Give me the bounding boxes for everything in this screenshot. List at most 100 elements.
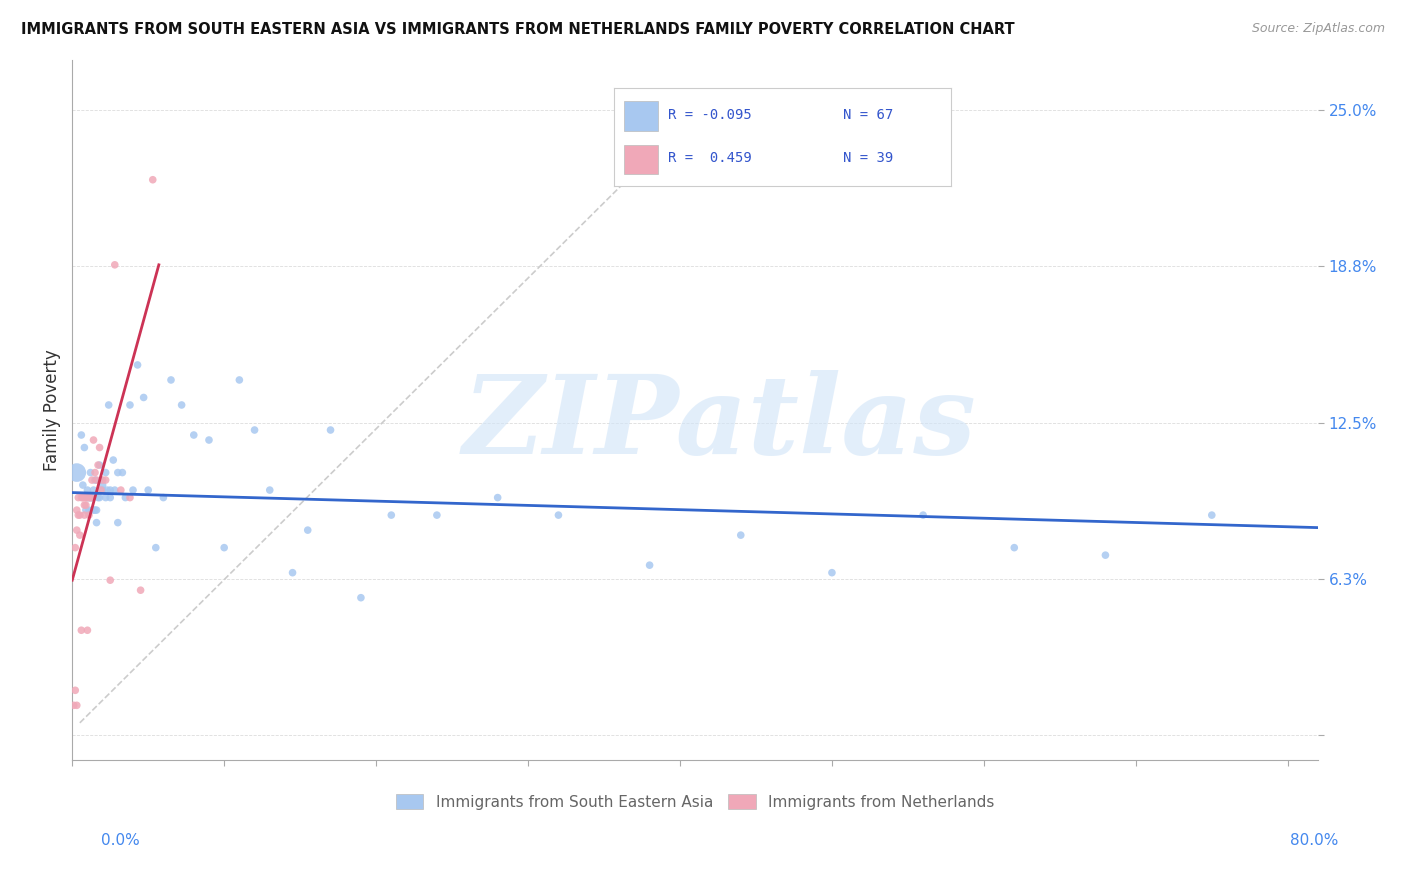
Point xyxy=(84,466,107,480)
Point xyxy=(89,458,111,472)
Point xyxy=(259,483,281,497)
Point xyxy=(86,503,108,517)
Point xyxy=(547,508,569,522)
Point xyxy=(94,473,117,487)
Point xyxy=(90,473,112,487)
Text: 80.0%: 80.0% xyxy=(1291,833,1339,847)
Point xyxy=(350,591,373,605)
Point xyxy=(66,523,89,537)
Point xyxy=(170,398,193,412)
Point xyxy=(98,483,121,497)
Point xyxy=(152,491,174,505)
Point xyxy=(76,491,98,505)
Point xyxy=(75,498,97,512)
Point xyxy=(77,503,100,517)
Point xyxy=(160,373,183,387)
Point xyxy=(72,478,94,492)
Point xyxy=(107,516,129,530)
Point xyxy=(912,508,935,522)
Point xyxy=(73,508,96,522)
Point xyxy=(65,683,87,698)
Point xyxy=(77,491,100,505)
Point xyxy=(212,541,235,555)
Point xyxy=(62,698,84,713)
Legend: Immigrants from South Eastern Asia, Immigrants from Netherlands: Immigrants from South Eastern Asia, Immi… xyxy=(389,788,1001,816)
Point xyxy=(198,433,221,447)
Point xyxy=(73,441,96,455)
Point xyxy=(76,483,98,497)
Point xyxy=(77,508,100,522)
Point xyxy=(96,483,118,497)
Point xyxy=(73,498,96,512)
Point xyxy=(66,698,89,713)
Point xyxy=(69,528,91,542)
Point xyxy=(70,624,93,638)
Point xyxy=(127,358,149,372)
Point xyxy=(87,491,110,505)
Point xyxy=(228,373,250,387)
Point xyxy=(730,528,752,542)
Point xyxy=(104,258,127,272)
Point xyxy=(66,503,89,517)
Point xyxy=(638,558,661,573)
Point xyxy=(89,491,111,505)
Point xyxy=(91,473,114,487)
Point xyxy=(75,503,97,517)
Point xyxy=(80,491,103,505)
Point xyxy=(281,566,304,580)
Point xyxy=(122,483,145,497)
Point xyxy=(84,473,107,487)
Point xyxy=(91,478,114,492)
Point xyxy=(98,573,121,587)
Point xyxy=(129,583,152,598)
Point xyxy=(86,516,108,530)
Point xyxy=(76,624,98,638)
Point xyxy=(145,541,167,555)
Point xyxy=(118,491,141,505)
Point xyxy=(83,503,105,517)
Point xyxy=(104,483,127,497)
Point xyxy=(90,483,112,497)
Point xyxy=(110,483,132,497)
Point xyxy=(111,466,134,480)
Point xyxy=(94,491,117,505)
Point xyxy=(297,523,319,537)
Point xyxy=(380,508,402,522)
Text: 0.0%: 0.0% xyxy=(101,833,141,847)
Point xyxy=(67,491,90,505)
Point xyxy=(70,428,93,442)
Text: Source: ZipAtlas.com: Source: ZipAtlas.com xyxy=(1251,22,1385,36)
Point xyxy=(83,433,105,447)
Point xyxy=(72,491,94,505)
Point xyxy=(118,398,141,412)
Point xyxy=(132,391,155,405)
Point xyxy=(426,508,449,522)
Point xyxy=(114,491,136,505)
Point xyxy=(319,423,342,437)
Text: IMMIGRANTS FROM SOUTH EASTERN ASIA VS IMMIGRANTS FROM NETHERLANDS FAMILY POVERTY: IMMIGRANTS FROM SOUTH EASTERN ASIA VS IM… xyxy=(21,22,1015,37)
Point xyxy=(1094,548,1116,562)
Point xyxy=(65,541,87,555)
Point xyxy=(79,491,101,505)
Y-axis label: Family Poverty: Family Poverty xyxy=(44,349,60,471)
Point xyxy=(136,483,159,497)
Point xyxy=(183,428,205,442)
Point xyxy=(84,503,107,517)
Point xyxy=(80,473,103,487)
Point xyxy=(94,466,117,480)
Point xyxy=(70,491,93,505)
Point xyxy=(243,423,266,437)
Point xyxy=(1201,508,1223,522)
Point xyxy=(79,491,101,505)
Point xyxy=(486,491,509,505)
Point xyxy=(67,508,90,522)
Point xyxy=(97,398,120,412)
Point xyxy=(1002,541,1025,555)
Point xyxy=(79,491,101,505)
Point xyxy=(87,458,110,472)
Point xyxy=(69,508,91,522)
Point xyxy=(103,453,125,467)
Point xyxy=(89,441,111,455)
Point xyxy=(75,491,97,505)
Point xyxy=(821,566,844,580)
